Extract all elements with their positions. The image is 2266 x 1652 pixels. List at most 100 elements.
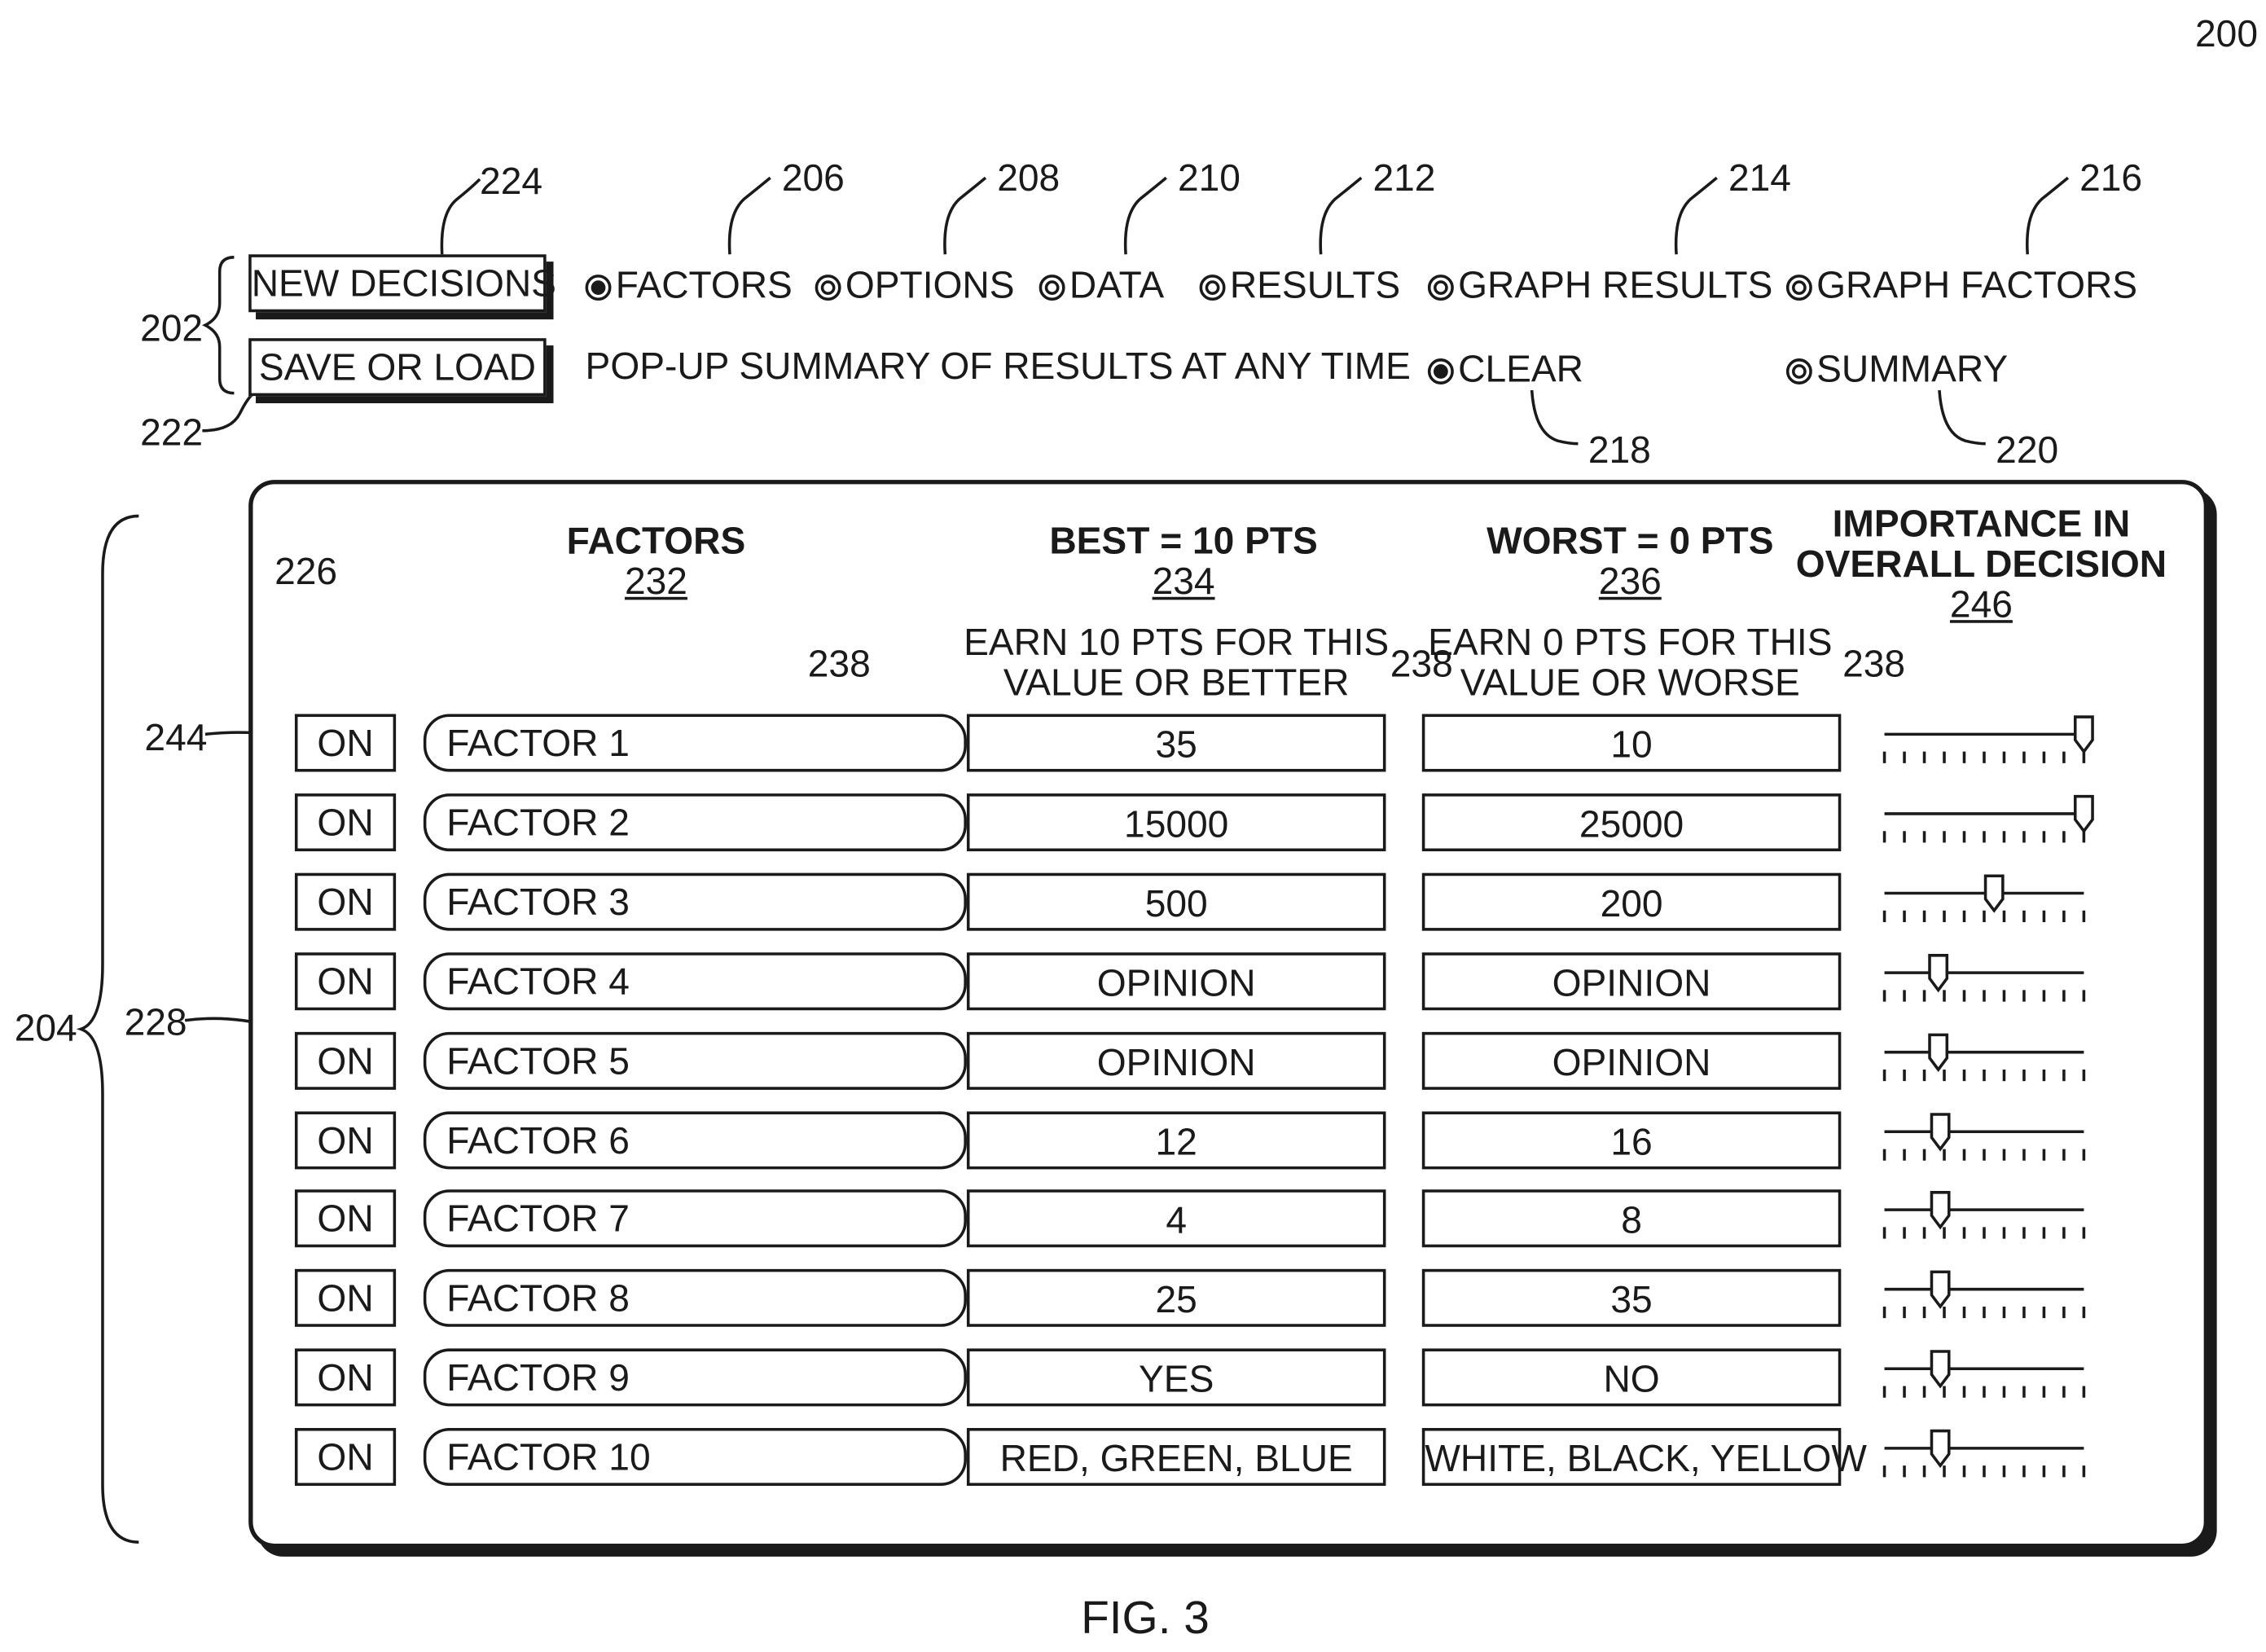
best-value-field[interactable]: 25	[967, 1269, 1386, 1327]
importance-slider[interactable]	[1878, 788, 2095, 860]
best-value-field[interactable]: OPINION	[967, 1031, 1386, 1089]
radio-summary[interactable]: SUMMARY	[1786, 347, 2008, 390]
best-value-field[interactable]: 15000	[967, 793, 1386, 851]
worst-value-field[interactable]: 25000	[1422, 793, 1842, 851]
factor-name-field[interactable]: FACTOR 5	[424, 1031, 967, 1089]
importance-slider[interactable]	[1878, 947, 2095, 1019]
slider-thumb[interactable]	[1931, 1431, 1948, 1466]
worst-value-field[interactable]: 35	[1422, 1269, 1842, 1327]
factor-row: ON FACTOR 825 35	[0, 1269, 2266, 1327]
importance-slider[interactable]	[1878, 1184, 2095, 1257]
factor-toggle-button[interactable]: ON	[295, 1190, 396, 1248]
popup-summary-label: POP-UP SUMMARY OF RESULTS AT ANY TIME	[586, 347, 1411, 384]
radio-options-label: OPTIONS	[845, 263, 1015, 306]
ref-graph-factors-radio: 216	[2079, 159, 2142, 196]
best-value-field[interactable]: YES	[967, 1349, 1386, 1407]
worst-note-line1: EARN 0 PTS FOR THIS	[1413, 622, 1847, 662]
slider-thumb[interactable]	[1930, 1035, 1947, 1070]
factor-toggle-button[interactable]: ON	[295, 952, 396, 1010]
ref-worst-field: 238	[1842, 644, 1905, 682]
ref-best-field: 238	[1390, 644, 1453, 682]
best-value-field[interactable]: 500	[967, 872, 1386, 930]
worst-value-field[interactable]: 10	[1422, 714, 1842, 772]
factor-row: ON FACTOR 215000 25000	[0, 793, 2266, 851]
slider-thumb[interactable]	[1931, 1272, 1948, 1307]
radio-unselected-icon	[1200, 275, 1226, 301]
slider-thumb[interactable]	[1931, 1351, 1948, 1386]
radio-unselected-icon	[1786, 358, 1812, 384]
factor-row: ONFACTOR 5OPINIONOPINION	[0, 1031, 2266, 1089]
radio-data[interactable]: DATA	[1039, 263, 1164, 306]
new-decisions-button[interactable]: NEW DECISIONS	[248, 254, 546, 312]
worst-value-field[interactable]: 200	[1422, 872, 1842, 930]
slider-thumb[interactable]	[1930, 955, 1947, 990]
factor-toggle-button[interactable]: ON	[295, 1349, 396, 1407]
worst-value-field[interactable]: OPINION	[1422, 1031, 1842, 1089]
radio-factors-label: FACTORS	[616, 263, 793, 306]
factor-name-field[interactable]: FACTOR 6	[424, 1111, 967, 1169]
radio-options[interactable]: OPTIONS	[815, 263, 1015, 306]
importance-slider[interactable]	[1878, 1263, 2095, 1336]
slider-thumb[interactable]	[2075, 796, 2093, 831]
ref-rows: 226	[274, 552, 337, 590]
ref-data-radio: 210	[1178, 159, 1241, 196]
factor-name-field[interactable]: FACTOR 7	[424, 1190, 967, 1248]
factor-toggle-button[interactable]: ON	[295, 1111, 396, 1169]
slider-thumb[interactable]	[1986, 876, 2003, 911]
factor-row: ON FACTOR 748	[0, 1190, 2266, 1248]
save-or-load-button[interactable]: SAVE OR LOAD	[248, 338, 546, 396]
importance-slider[interactable]	[1878, 1422, 2095, 1495]
col-header-factors: FACTORS 232	[512, 521, 801, 601]
slider-thumb[interactable]	[1931, 1193, 1948, 1228]
radio-results[interactable]: RESULTS	[1200, 263, 1401, 306]
factor-toggle-button[interactable]: ON	[295, 1428, 396, 1486]
col-header-worst: WORST = 0 PTS 236	[1413, 521, 1847, 601]
factor-toggle-button[interactable]: ON	[295, 714, 396, 772]
factor-row: ONFACTOR 4OPINIONOPINION	[0, 952, 2266, 1010]
importance-slider[interactable]	[1878, 708, 2095, 780]
ref-results-radio: 212	[1372, 159, 1435, 196]
importance-slider[interactable]	[1878, 1105, 2095, 1177]
importance-slider[interactable]	[1878, 1343, 2095, 1416]
col-importance-title-1: IMPORTANCE IN	[1794, 503, 2169, 543]
worst-value-field[interactable]: WHITE, BLACK, YELLOW	[1422, 1428, 1842, 1486]
ref-clear-radio: 218	[1588, 431, 1651, 468]
worst-value-field[interactable]: NO	[1422, 1349, 1842, 1407]
factor-name-field[interactable]: FACTOR 9	[424, 1349, 967, 1407]
factor-toggle-button[interactable]: ON	[295, 872, 396, 930]
best-value-field[interactable]: RED, GREEN, BLUE	[967, 1428, 1386, 1486]
slider-thumb[interactable]	[1931, 1114, 1948, 1149]
ref-factor-field: 238	[808, 644, 871, 682]
importance-slider[interactable]	[1878, 867, 2095, 939]
worst-value-field[interactable]: OPINION	[1422, 952, 1842, 1010]
factor-row: ON FACTOR 3500 200	[0, 872, 2266, 930]
radio-factors[interactable]: FACTORS	[586, 263, 793, 306]
factor-name-field[interactable]: FACTOR 3	[424, 872, 967, 930]
factor-name-field[interactable]: FACTOR 8	[424, 1269, 967, 1327]
factor-name-field[interactable]: FACTOR 1	[424, 714, 967, 772]
best-value-field[interactable]: 4	[967, 1190, 1386, 1248]
radio-unselected-icon	[1428, 275, 1454, 301]
best-value-field[interactable]: OPINION	[967, 952, 1386, 1010]
slider-thumb[interactable]	[2075, 717, 2093, 752]
factor-toggle-button[interactable]: ON	[295, 1031, 396, 1089]
radio-unselected-icon	[815, 275, 841, 301]
factor-name-field[interactable]: FACTOR 10	[424, 1428, 967, 1486]
ref-graph-results-radio: 214	[1728, 159, 1791, 196]
importance-slider[interactable]	[1878, 1026, 2095, 1098]
factor-toggle-button[interactable]: ON	[295, 793, 396, 851]
figure-caption: FIG. 3	[1081, 1594, 1210, 1641]
ref-save-load: 222	[140, 413, 203, 450]
radio-graph-factors[interactable]: GRAPH FACTORS	[1786, 263, 2137, 306]
radio-graph-results[interactable]: GRAPH RESULTS	[1428, 263, 1772, 306]
factor-name-field[interactable]: FACTOR 2	[424, 793, 967, 851]
best-value-field[interactable]: 35	[967, 714, 1386, 772]
radio-clear[interactable]: CLEAR	[1428, 347, 1583, 390]
radio-graph-factors-label: GRAPH FACTORS	[1816, 263, 2137, 306]
best-value-field[interactable]: 12	[967, 1111, 1386, 1169]
factor-toggle-button[interactable]: ON	[295, 1269, 396, 1327]
worst-value-field[interactable]: 16	[1422, 1111, 1842, 1169]
worst-value-field[interactable]: 8	[1422, 1190, 1842, 1248]
factor-name-field[interactable]: FACTOR 4	[424, 952, 967, 1010]
